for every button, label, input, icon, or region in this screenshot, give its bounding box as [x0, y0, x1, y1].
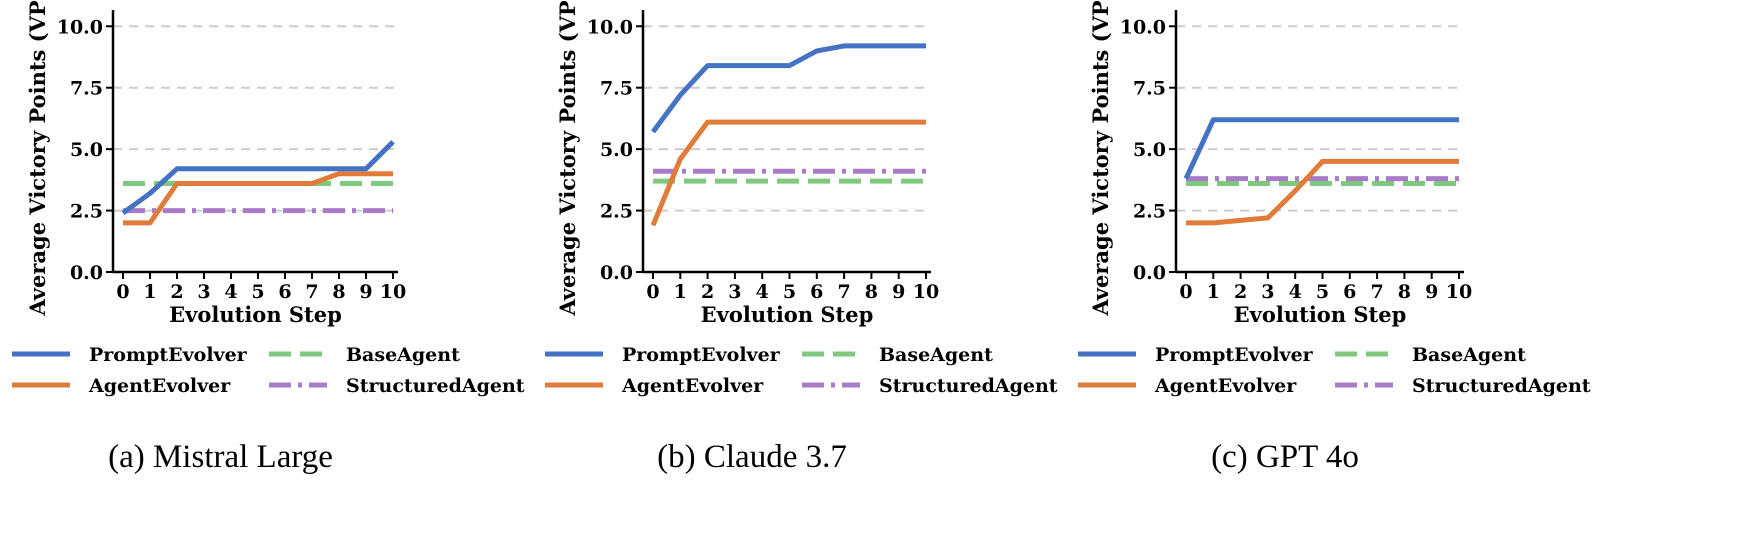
- y-axis-label: Average Victory Points (VP): [1088, 0, 1113, 317]
- x-tick-label: 2: [170, 281, 183, 303]
- y-tick-label: 5.0: [1133, 139, 1166, 161]
- legend-label-agentevolver: AgentEvolver: [621, 375, 764, 397]
- y-tick-label: 0.0: [1133, 262, 1166, 284]
- legend-label-structuredagent: StructuredAgent: [346, 375, 525, 397]
- y-tick-label: 7.5: [600, 78, 633, 100]
- x-tick-label: 3: [728, 281, 741, 303]
- x-tick-label: 4: [224, 281, 237, 303]
- x-tick-label: 10: [913, 281, 939, 303]
- legend-label-baseagent: BaseAgent: [879, 344, 993, 366]
- x-tick-label: 8: [332, 281, 345, 303]
- y-tick-label: 2.5: [600, 201, 633, 223]
- x-tick-label: 1: [143, 281, 156, 303]
- legend-label-structuredagent: StructuredAgent: [1412, 375, 1591, 397]
- x-tick-label: 0: [1179, 281, 1192, 303]
- x-tick-label: 0: [116, 281, 129, 303]
- x-tick-label: 7: [305, 281, 318, 303]
- x-tick-label: 6: [278, 281, 291, 303]
- x-tick-label: 7: [837, 281, 850, 303]
- y-tick-label: 5.0: [70, 139, 103, 161]
- x-tick-label: 3: [197, 281, 210, 303]
- legend-label-agentevolver: AgentEvolver: [1154, 375, 1297, 397]
- panel-caption: (c) GPT 4o: [1211, 439, 1359, 475]
- chart-panel-1: 0.0 2.5 5.0 7.5 10.0 0 1 2 3 4 5 6 7 8 9 10 Average Vict…: [12, 0, 525, 475]
- chart-panel-3: 0.0 2.5 5.0 7.5 10.0 0 1 2 3 4 5 6 7 8 9 10 Average Vict…: [1078, 0, 1591, 475]
- x-tick-label: 1: [674, 281, 687, 303]
- x-tick-label: 10: [1446, 281, 1472, 303]
- y-axis-label: Average Victory Points (VP): [25, 0, 50, 317]
- x-tick-label: 9: [359, 281, 372, 303]
- series-line-agentevolver: [650, 119, 926, 227]
- y-axis-label: Average Victory Points (VP): [555, 0, 580, 317]
- x-tick-label: 4: [1289, 281, 1302, 303]
- legend-label-promptevolver: PromptEvolver: [89, 344, 248, 366]
- y-tick-label: 10.0: [587, 16, 633, 38]
- y-tick-label: 10.0: [57, 16, 103, 38]
- legend-label-promptevolver: PromptEvolver: [1155, 344, 1314, 366]
- x-tick-label: 4: [756, 281, 769, 303]
- series-line-agentevolver: [123, 171, 393, 226]
- x-tick-label: 8: [865, 281, 878, 303]
- y-tick-label: 0.0: [600, 262, 633, 284]
- legend-label-baseagent: BaseAgent: [1412, 344, 1526, 366]
- y-tick-label: 7.5: [1133, 78, 1166, 100]
- x-tick-label: 9: [1425, 281, 1438, 303]
- x-tick-label: 5: [1316, 281, 1329, 303]
- x-axis-label: Evolution Step: [1234, 302, 1407, 327]
- legend-label-structuredagent: StructuredAgent: [879, 375, 1058, 397]
- x-tick-label: 2: [1234, 281, 1247, 303]
- series-line-agentevolver: [1186, 158, 1459, 226]
- y-tick-label: 5.0: [600, 139, 633, 161]
- series-line-promptevolver: [650, 43, 926, 134]
- y-tick-label: 2.5: [70, 201, 103, 223]
- x-tick-label: 3: [1261, 281, 1274, 303]
- x-tick-label: 8: [1398, 281, 1411, 303]
- panel-caption: (a) Mistral Large: [108, 439, 333, 475]
- legend: PromptEvolver BaseAgent AgentEvolver Struct…: [1078, 344, 1591, 397]
- x-tick-label: 5: [251, 281, 264, 303]
- x-axis-label: Evolution Step: [701, 302, 874, 327]
- legend: PromptEvolver BaseAgent AgentEvolver Struct…: [12, 344, 525, 397]
- legend-label-baseagent: BaseAgent: [346, 344, 460, 366]
- x-tick-label: 6: [1343, 281, 1356, 303]
- series-line-promptevolver: [121, 140, 395, 216]
- chart-panel-2: 0.0 2.5 5.0 7.5 10.0 0 1 2 3 4 5 6 7 8 9 10 Average Vict…: [545, 0, 1058, 475]
- panel-caption: (b) Claude 3.7: [657, 439, 847, 475]
- y-tick-label: 2.5: [1133, 201, 1166, 223]
- x-tick-label: 9: [892, 281, 905, 303]
- series-line-promptevolver: [1183, 117, 1459, 180]
- x-tick-label: 6: [810, 281, 823, 303]
- x-tick-label: 7: [1370, 281, 1383, 303]
- x-tick-label: 2: [701, 281, 714, 303]
- x-axis-label: Evolution Step: [169, 302, 342, 327]
- y-tick-label: 0.0: [70, 262, 103, 284]
- legend-label-agentevolver: AgentEvolver: [88, 375, 231, 397]
- legend: PromptEvolver BaseAgent AgentEvolver Struct…: [545, 344, 1058, 397]
- x-tick-label: 10: [380, 281, 406, 303]
- x-tick-label: 1: [1207, 281, 1220, 303]
- y-tick-label: 7.5: [70, 78, 103, 100]
- x-tick-label: 0: [646, 281, 659, 303]
- x-tick-label: 5: [783, 281, 796, 303]
- y-tick-label: 10.0: [1120, 16, 1166, 38]
- legend-label-promptevolver: PromptEvolver: [622, 344, 781, 366]
